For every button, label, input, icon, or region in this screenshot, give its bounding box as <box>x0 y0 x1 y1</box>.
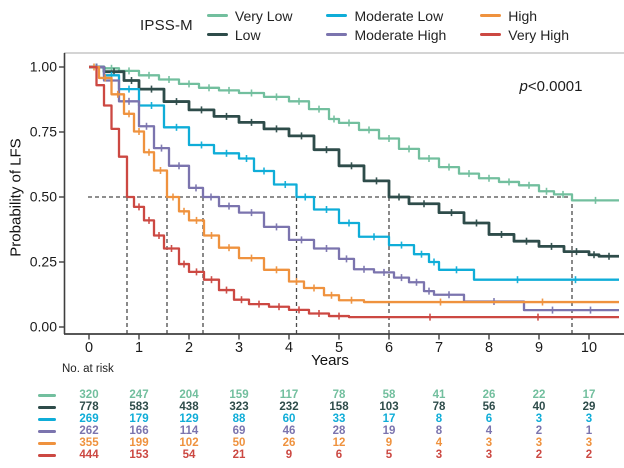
x-tick-label: 0 <box>85 340 93 356</box>
y-tick-label: 0.00 <box>30 319 57 335</box>
y-tick-label: 1.00 <box>30 59 57 75</box>
y-axis-title: Probability of LFS <box>7 138 25 257</box>
p-value-label: p<0.0001 <box>519 78 583 95</box>
legend-label: High <box>508 7 538 24</box>
x-tick-label: 4 <box>285 340 293 356</box>
legend-label: Very High <box>508 26 569 43</box>
legend-entry-moderate-low: Moderate Low <box>326 9 446 23</box>
legend-entry-moderate-high: Moderate High <box>326 28 446 42</box>
x-tick-label: 8 <box>485 340 493 356</box>
y-tick-label: 0.25 <box>30 254 57 270</box>
legend-entry-high: High <box>480 9 569 23</box>
legend-title: IPSS-M <box>140 16 193 34</box>
x-tick-label: 7 <box>435 340 443 356</box>
x-tick-label: 3 <box>235 340 243 356</box>
x-tick-label: 2 <box>185 340 193 356</box>
legend-entry-very-low: Very Low <box>206 7 293 24</box>
x-tick-label: 5 <box>335 340 343 356</box>
legend-swatch-very-high <box>480 33 502 36</box>
legend-swatch-moderate-low <box>326 14 348 17</box>
legend-swatch-low <box>206 33 228 36</box>
legend-entry-very-high: Very High <box>480 28 569 42</box>
x-axis-title: Years <box>311 352 349 369</box>
legend-entry-low: Low <box>206 26 293 43</box>
x-tick-label: 9 <box>535 340 543 356</box>
x-tick-label: 1 <box>135 340 143 356</box>
x-tick-label: 6 <box>385 340 393 356</box>
x-tick-label: 10 <box>581 340 597 356</box>
legend: IPSS-M Very Low Low Moderate Low Moderate H… <box>140 7 569 43</box>
km-curve-moderate-high <box>89 65 619 312</box>
legend-swatch-very-low <box>206 14 228 17</box>
legend-label: Moderate High <box>354 26 447 43</box>
legend-label: Moderate Low <box>354 7 444 24</box>
legend-swatch-high <box>480 14 502 17</box>
legend-label: Low <box>234 26 261 43</box>
legend-swatch-moderate-high <box>326 33 348 36</box>
legend-entries: Very Low Low Moderate Low Moderate High High… <box>206 7 569 43</box>
y-tick-label: 0.75 <box>30 124 57 140</box>
risk-table-title: No. at risk <box>62 363 114 375</box>
legend-label: Very Low <box>234 7 293 24</box>
y-tick-label: 0.50 <box>30 189 57 205</box>
